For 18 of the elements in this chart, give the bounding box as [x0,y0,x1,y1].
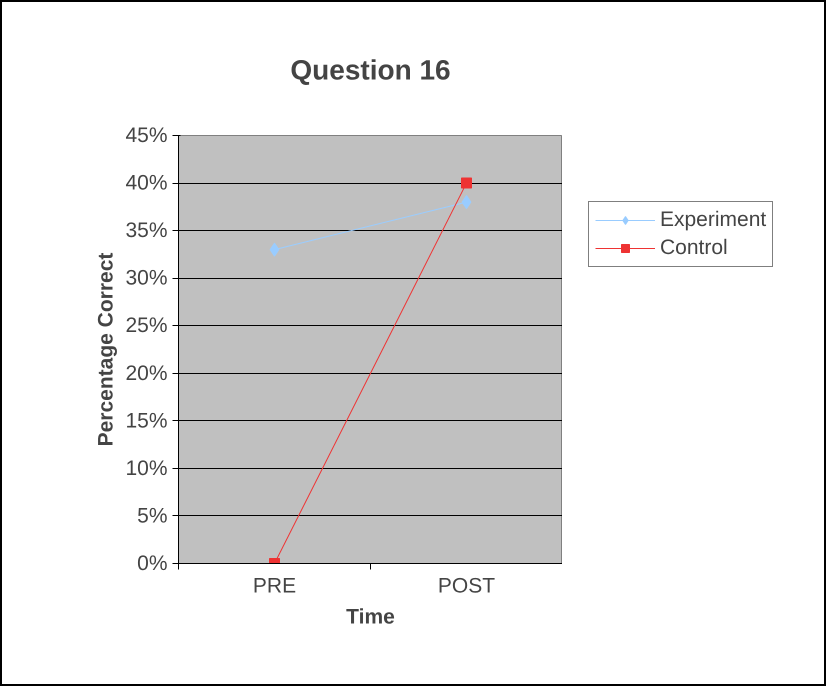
x-axis-title: Time [346,606,395,628]
y-tick-label: 25% [125,314,168,338]
legend-label: Experiment [660,208,766,232]
y-tick-label: 0% [137,552,168,575]
x-tick-label: POST [438,574,496,598]
y-tick-label: 30% [125,266,168,290]
point [461,178,472,189]
y-tick-label: 40% [125,172,168,195]
y-tick-label: 5% [137,504,168,528]
y-tick-label: 10% [125,456,168,480]
y-tick-label: 35% [125,219,168,242]
y-tick-label: 45% [125,124,168,147]
y-axis-title: Percentage Correct [94,252,118,446]
chart-title: Question 16 [290,54,451,86]
y-tick-label: 20% [125,362,168,385]
y-tick-label: 15% [125,409,168,432]
x-tick-label: PRE [252,574,296,598]
legend-label: Control [660,236,728,260]
